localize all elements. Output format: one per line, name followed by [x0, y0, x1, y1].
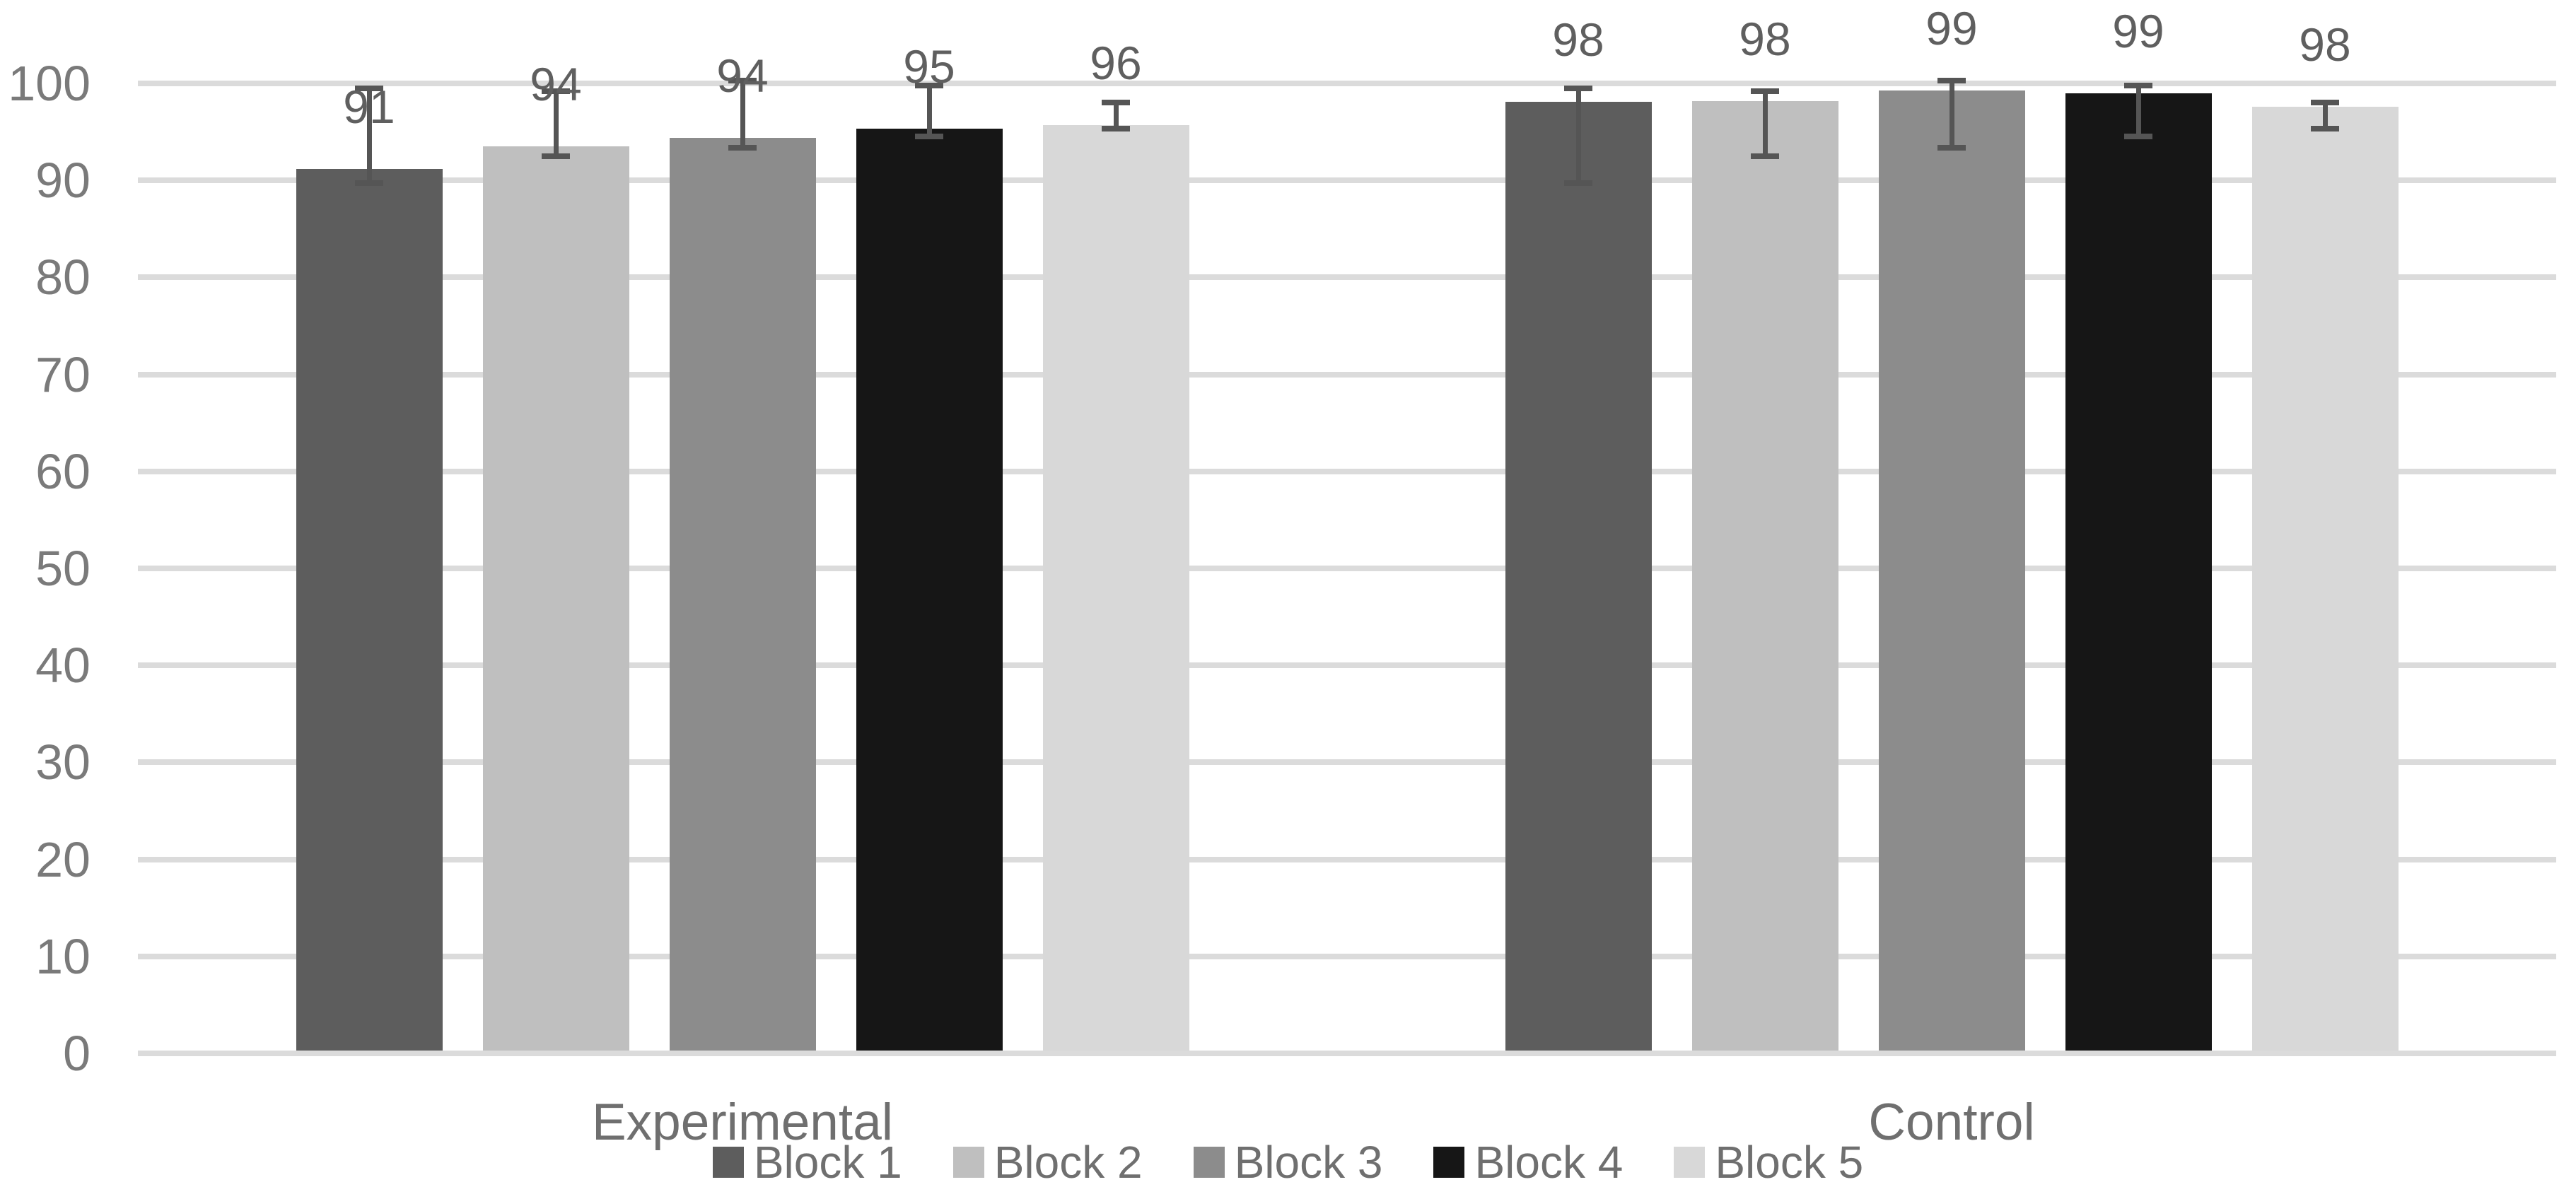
- legend: Block 1 Block 2 Block 3 Block 4 Block 5: [0, 1140, 2576, 1185]
- error-bar-line: [926, 85, 932, 137]
- error-bar-cap-bottom: [1751, 153, 1779, 159]
- bar-block-3: [1878, 90, 2025, 1051]
- error-bar-cap-bottom: [1937, 144, 1966, 151]
- y-tick-label: 30: [35, 735, 91, 790]
- data-label: 94: [530, 58, 582, 111]
- error-bar-cap-bottom: [2124, 134, 2152, 140]
- data-label: 98: [1552, 13, 1604, 66]
- error-bar-cap-top: [915, 82, 943, 88]
- error-bar-line: [740, 80, 745, 148]
- gridline: [138, 468, 2556, 474]
- error-bar-cap-top: [1564, 85, 1592, 91]
- gridline: [138, 371, 2556, 378]
- y-tick-label: 80: [35, 250, 91, 305]
- legend-label: Block 5: [1715, 1137, 1864, 1188]
- error-bar-cap-top: [2124, 82, 2152, 88]
- error-bar-line: [1762, 90, 1768, 156]
- error-bar-cap-top: [1102, 100, 1130, 106]
- error-bar-cap-bottom: [1102, 126, 1130, 132]
- error-bar-line: [366, 88, 372, 184]
- legend-label: Block 1: [753, 1137, 902, 1188]
- legend-label: Block 4: [1474, 1137, 1624, 1188]
- bar-block-2: [1691, 100, 1838, 1051]
- bar-block-4: [2065, 93, 2212, 1051]
- data-label: 95: [903, 40, 955, 93]
- error-bar-cap-top: [2311, 100, 2339, 106]
- gridline: [138, 177, 2556, 184]
- error-bar-cap-top: [1751, 88, 1779, 94]
- gridline: [138, 662, 2556, 669]
- gridline: [138, 953, 2556, 959]
- error-bar-cap-bottom: [355, 180, 383, 187]
- legend-item-block-4: Block 4: [1433, 1140, 1623, 1185]
- gridline: [138, 759, 2556, 766]
- error-bar-cap-top: [542, 88, 570, 94]
- gridline: [138, 566, 2556, 571]
- error-bar-cap-bottom: [2311, 126, 2339, 132]
- y-tick-label: 70: [35, 346, 91, 402]
- data-label: 99: [2112, 4, 2164, 57]
- bar-block-1: [1505, 102, 1652, 1051]
- bar-block-4: [856, 129, 1003, 1051]
- error-bar-cap-top: [355, 85, 383, 91]
- category-label-experimental: Experimental: [591, 1094, 894, 1151]
- y-tick-label: 100: [8, 56, 91, 111]
- gridline: [138, 856, 2556, 862]
- y-tick-label: 20: [35, 831, 91, 887]
- error-bar-cap-top: [728, 77, 757, 83]
- legend-swatch: [1433, 1147, 1465, 1178]
- legend-swatch: [952, 1147, 984, 1178]
- error-bar-line: [1949, 80, 1954, 148]
- gridline: [138, 1051, 2556, 1056]
- y-tick-label: 0: [63, 1026, 91, 1081]
- legend-item-block-3: Block 3: [1193, 1137, 1383, 1188]
- gridline: [138, 81, 2556, 86]
- error-bar-cap-top: [1937, 77, 1966, 83]
- legend-label: Block 3: [1234, 1137, 1383, 1188]
- error-bar-line: [553, 90, 559, 156]
- data-label: 99: [1925, 1, 1978, 54]
- bar-block-5: [2251, 106, 2399, 1051]
- y-tick-label: 40: [35, 638, 91, 694]
- bar-block-3: [669, 137, 816, 1051]
- data-label: 96: [1090, 36, 1142, 89]
- legend-swatch: [712, 1147, 744, 1178]
- y-tick-label: 10: [35, 928, 91, 984]
- data-label: 91: [343, 80, 395, 133]
- error-bar-cap-bottom: [915, 134, 943, 140]
- data-label: 98: [1739, 12, 1791, 65]
- y-tick-label: 90: [35, 153, 91, 209]
- bar-block-2: [482, 146, 629, 1051]
- data-label: 98: [2299, 18, 2351, 71]
- category-label-control: Control: [1868, 1094, 2035, 1151]
- legend-item-block-5: Block 5: [1674, 1140, 1863, 1185]
- legend-item-block-2: Block 2: [952, 1137, 1143, 1188]
- bar-block-1: [296, 168, 443, 1051]
- legend-item-block-1: Block 1: [712, 1137, 902, 1188]
- error-bar-cap-bottom: [1564, 180, 1592, 187]
- error-bar-line: [1575, 88, 1581, 184]
- y-tick-label: 60: [35, 443, 91, 499]
- error-bar-cap-bottom: [542, 153, 570, 159]
- legend-swatch: [1674, 1147, 1706, 1178]
- legend-swatch: [1193, 1147, 1225, 1178]
- data-label: 94: [716, 49, 769, 102]
- error-bar-line: [2135, 85, 2141, 137]
- bar-block-5: [1042, 124, 1189, 1051]
- error-bar-cap-bottom: [728, 144, 757, 151]
- y-tick-label: 50: [35, 541, 91, 596]
- gridline: [138, 274, 2556, 281]
- error-bar-line: [2322, 103, 2328, 129]
- error-bar-line: [1113, 103, 1119, 129]
- legend-label: Block 2: [993, 1137, 1143, 1188]
